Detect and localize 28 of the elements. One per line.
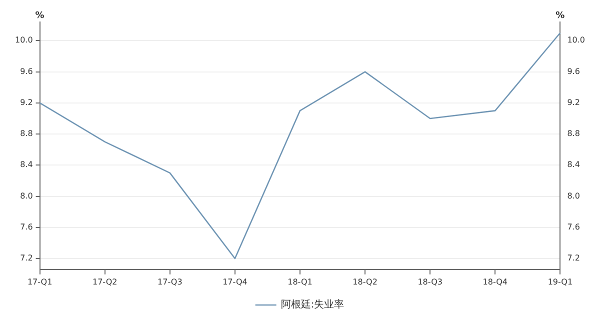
y2-tick-label: 7.2	[567, 254, 580, 263]
x-tick-label: 17-Q1	[27, 277, 52, 286]
y2-tick-label: 7.6	[567, 222, 580, 232]
y-tick-label: 9.6	[20, 66, 33, 76]
y-axis-title: %	[35, 10, 44, 21]
y2-tick-label: 8.0	[567, 191, 580, 200]
y-tick-label: 8.8	[20, 129, 33, 138]
y2-tick-label: 8.4	[567, 160, 580, 170]
y-tick-label: 10.0	[15, 36, 33, 45]
x-tick-label: 19-Q1	[548, 277, 573, 286]
y-tick-label: 7.6	[20, 222, 33, 232]
legend-label: 阿根廷:失业率	[280, 298, 344, 311]
y-tick-label: 8.4	[20, 160, 33, 170]
x-tick-label: 17-Q2	[92, 277, 118, 286]
y2-tick-label: 9.2	[567, 98, 580, 107]
y-tick-label: 9.2	[20, 98, 33, 107]
x-tick-label: 18-Q1	[288, 277, 312, 286]
y2-axis-title: %	[556, 10, 565, 21]
y2-tick-label: 8.8	[567, 129, 580, 138]
x-tick-label: 18-Q2	[352, 277, 378, 286]
y-tick-label: 7.2	[20, 254, 33, 263]
y2-tick-label: 9.6	[567, 66, 580, 76]
x-tick-label: 18-Q4	[482, 277, 508, 286]
x-tick-label: 17-Q3	[158, 277, 182, 286]
x-tick-label: 17-Q4	[222, 277, 248, 286]
y-tick-label: 8.0	[20, 191, 33, 200]
y2-tick-label: 10.0	[567, 36, 585, 45]
x-tick-label: 18-Q3	[418, 277, 442, 286]
